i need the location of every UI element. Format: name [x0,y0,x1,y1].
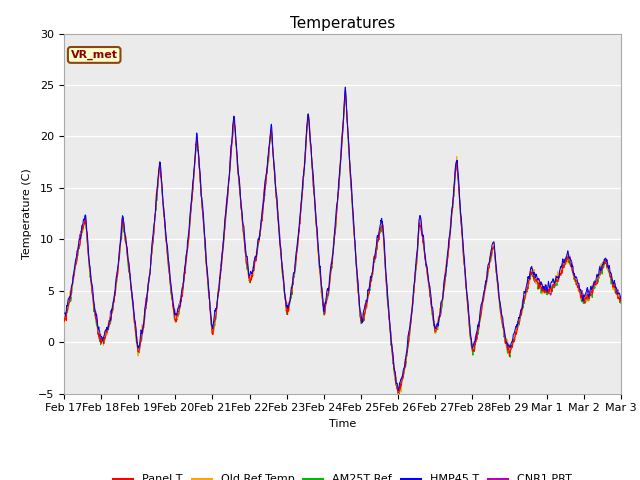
Legend: Panel T, Old Ref Temp, AM25T Ref, HMP45 T, CNR1 PRT: Panel T, Old Ref Temp, AM25T Ref, HMP45 … [109,470,576,480]
Y-axis label: Temperature (C): Temperature (C) [22,168,33,259]
X-axis label: Time: Time [329,419,356,429]
Text: VR_met: VR_met [70,50,118,60]
Title: Temperatures: Temperatures [290,16,395,31]
